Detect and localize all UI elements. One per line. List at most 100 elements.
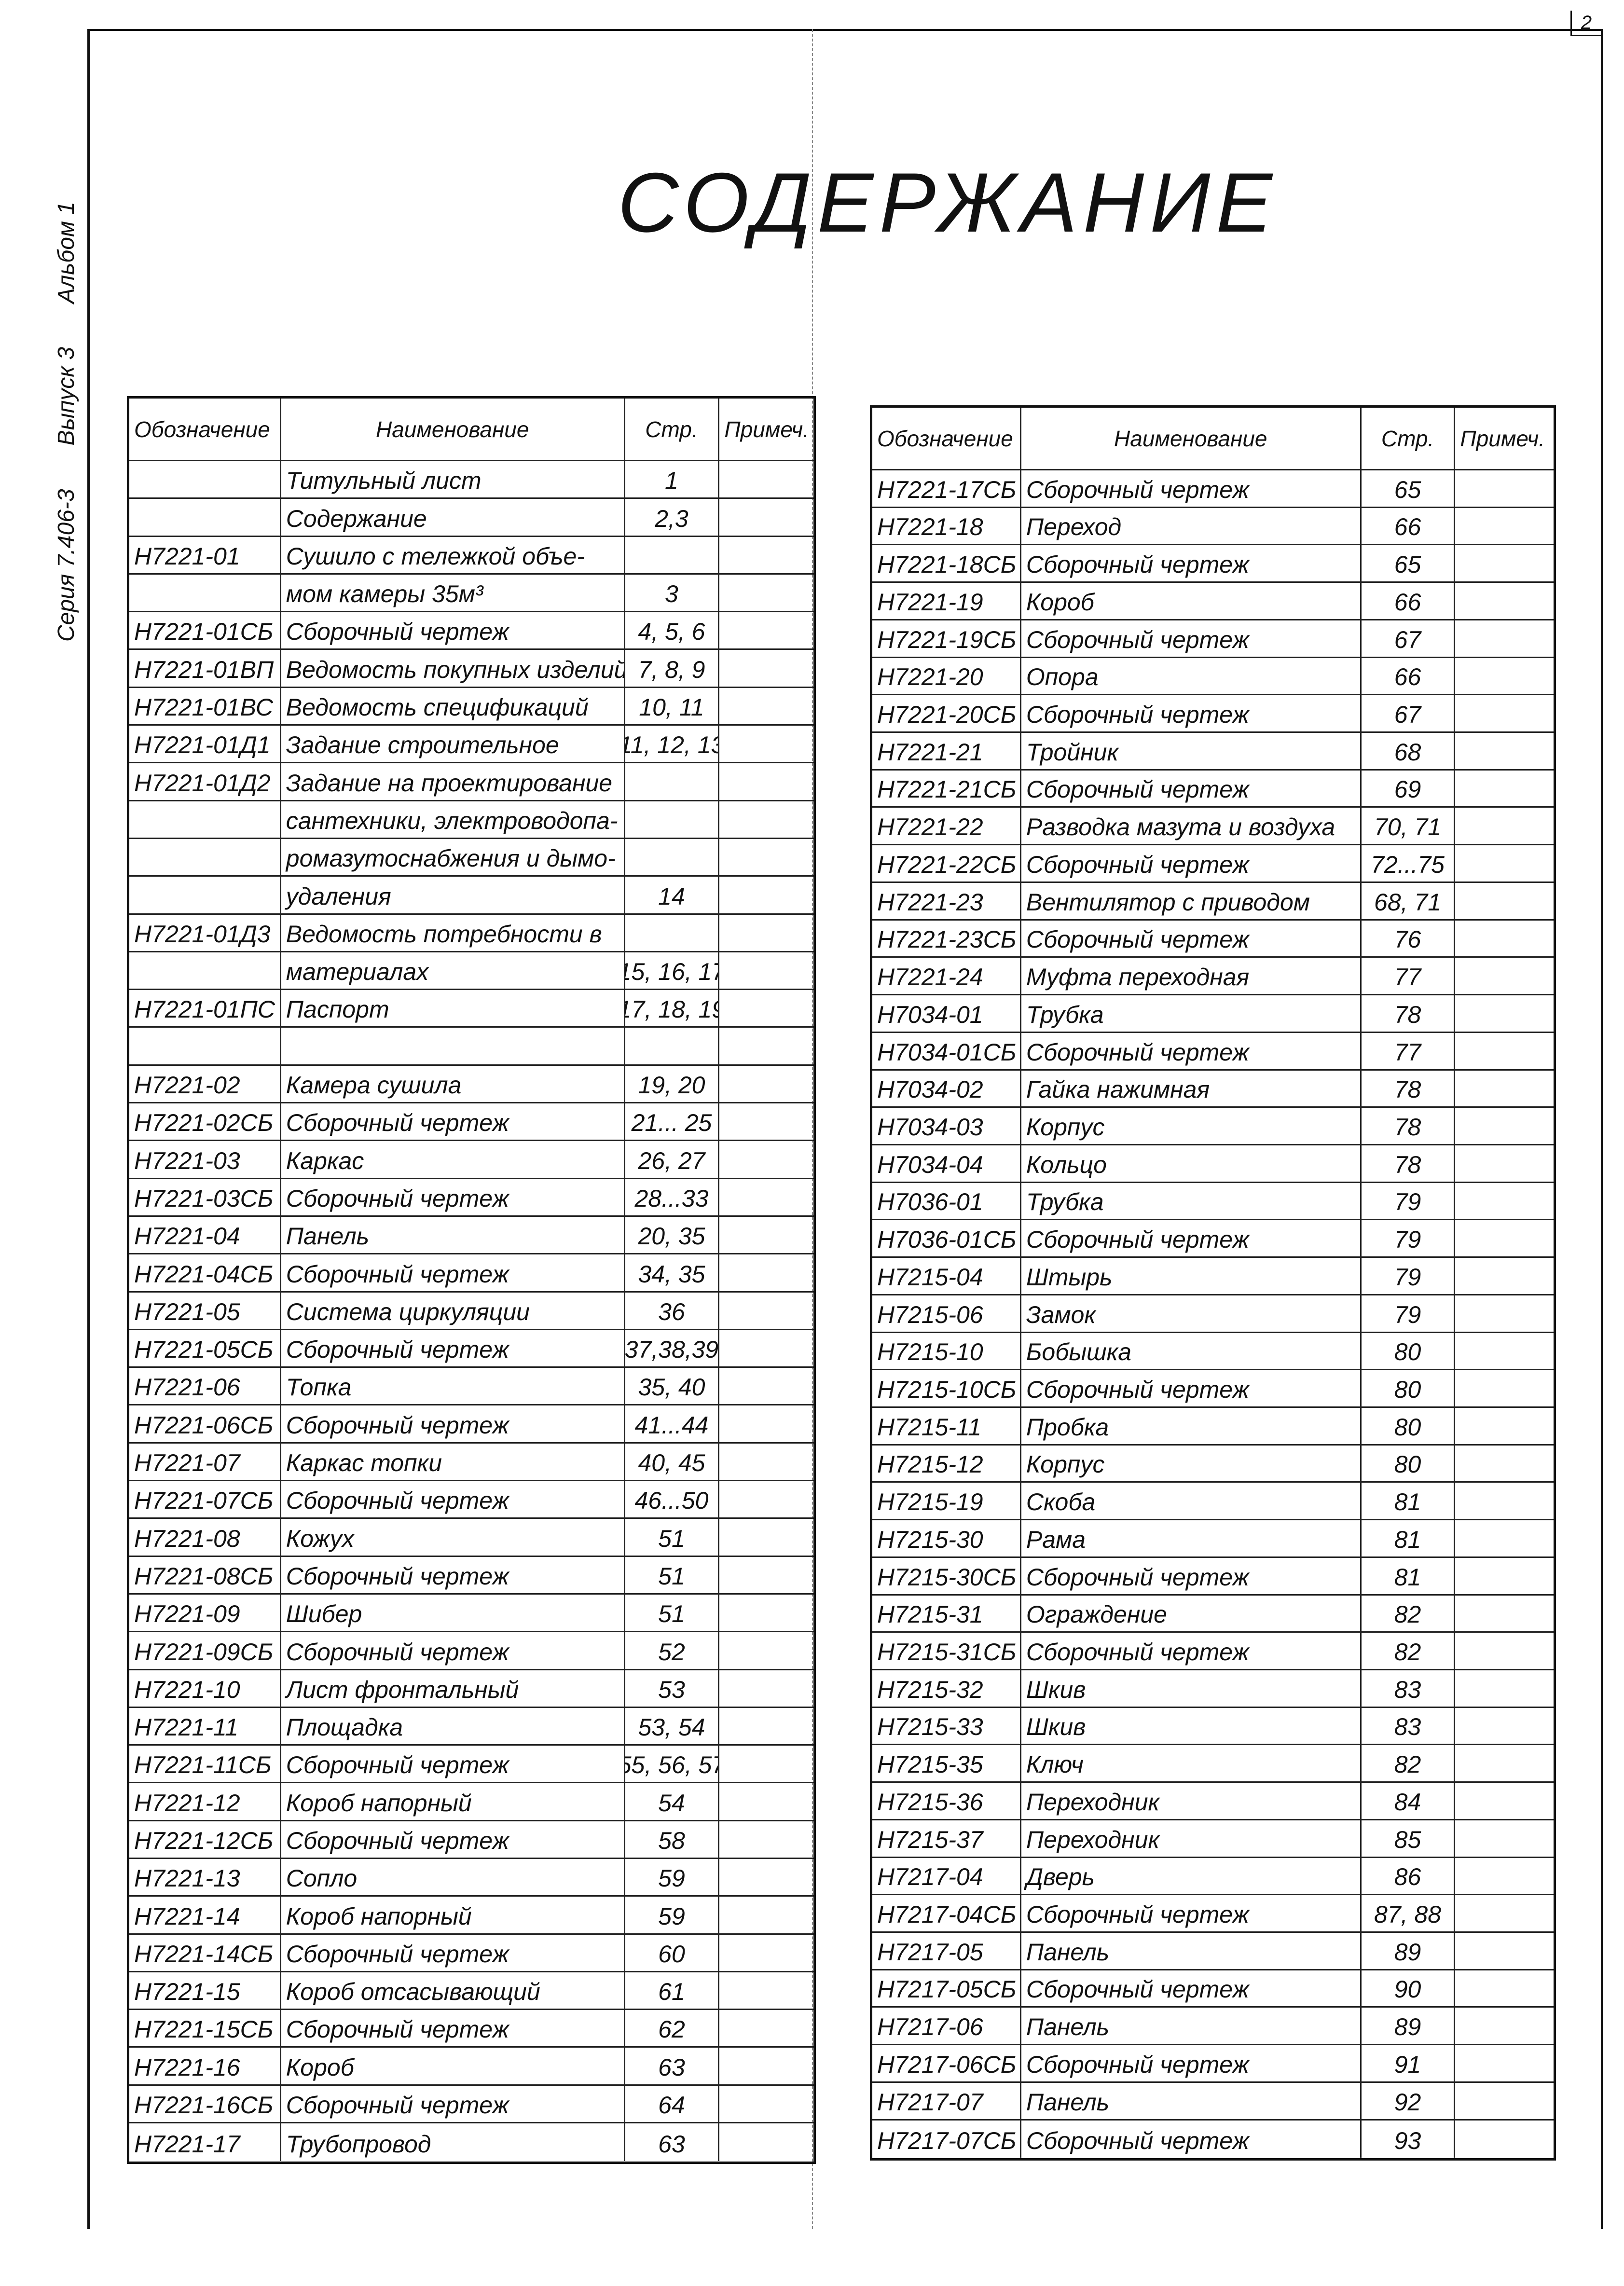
cell-note	[719, 2086, 813, 2122]
page-number: 2	[1570, 11, 1601, 36]
cell-page: 86	[1362, 1858, 1456, 1894]
cell-note	[719, 575, 813, 611]
cell-code: Н7221-04СБ	[129, 1254, 281, 1291]
cell-name: Ведомость спецификаций	[281, 688, 625, 725]
cell-name: Короб напорный	[281, 1897, 625, 1933]
cell-page: 81	[1362, 1557, 1456, 1594]
table-row: Н7221-05СБ Сборочный чертеж 37,38,39	[129, 1330, 813, 1368]
side-label: Серия 7.406-3 Выпуск 3 Альбом 1	[53, 202, 80, 642]
cell-page	[625, 763, 720, 800]
cell-code: Н7215-37	[872, 1820, 1021, 1857]
cell-page: 41...44	[625, 1405, 720, 1442]
cell-page: 79	[1362, 1220, 1456, 1257]
cell-note	[1455, 1933, 1554, 1969]
cell-note	[719, 763, 813, 799]
cell-name: Трубка	[1021, 995, 1362, 1032]
contents-table-left: Обозначение Наименование Стр. Примеч. Титуль…	[127, 396, 816, 2164]
cell-page: 80	[1362, 1407, 1456, 1444]
cell-page: 68, 71	[1362, 882, 1456, 919]
table-row: Н7215-33 Шкив 83	[872, 1708, 1554, 1746]
cell-note	[719, 1444, 813, 1480]
cell-page: 80	[1362, 1333, 1456, 1369]
cell-name: Дверь	[1021, 1858, 1362, 1894]
cell-code: Н7221-01ВП	[129, 650, 281, 687]
table-row: Н7215-10 Бобышка 80	[872, 1333, 1554, 1371]
cell-name: Сборочный чертеж	[1021, 1633, 1362, 1669]
cell-note	[719, 2010, 813, 2046]
cell-page: 93	[1362, 2120, 1456, 2158]
cell-name: Трубопровод	[281, 2123, 625, 2162]
cell-code: Н7217-05СБ	[872, 1970, 1021, 2007]
cell-page: 78	[1362, 995, 1456, 1032]
cell-code: Н7034-02	[872, 1070, 1021, 1107]
cell-code: Н7221-22	[872, 808, 1021, 844]
cell-name: Сборочный чертеж	[281, 1556, 625, 1593]
cell-page: 55, 56, 57	[625, 1746, 720, 1782]
cell-code: Н7221-22СБ	[872, 845, 1021, 881]
cell-code: Н7221-03	[129, 1141, 281, 1178]
cell-code: Н7221-21	[872, 733, 1021, 769]
cell-note	[719, 650, 813, 686]
cell-note	[1455, 508, 1554, 544]
cell-page: 61	[625, 1972, 720, 2009]
cell-name: Сборочный чертеж	[281, 1179, 625, 1215]
table-row: Н7221-09СБ Сборочный чертеж 52	[129, 1632, 813, 1670]
cell-code: Н7215-33	[872, 1708, 1021, 1744]
cell-name: Гайка нажимная	[1021, 1070, 1362, 1107]
cell-page: 76	[1362, 920, 1456, 957]
table-row: Н7221-12СБ Сборочный чертеж 58	[129, 1821, 813, 1859]
cell-note	[719, 1935, 813, 1971]
cell-page: 70, 71	[1362, 808, 1456, 844]
table-row: Н7217-06 Панель 89	[872, 2008, 1554, 2046]
header-note: Примеч.	[1460, 426, 1545, 451]
cell-code: Н7221-01ВС	[129, 688, 281, 725]
table-row: сантехники, электроводопа-	[129, 801, 813, 839]
table-row: Н7217-04 Дверь 86	[872, 1858, 1554, 1896]
cell-code: Н7221-17СБ	[872, 470, 1021, 507]
cell-code: Н7221-11	[129, 1708, 281, 1745]
cell-code: Н7221-23СБ	[872, 920, 1021, 957]
cell-code: Н7221-21СБ	[872, 770, 1021, 807]
cell-note	[719, 1028, 813, 1064]
cell-name: Бобышка	[1021, 1333, 1362, 1369]
cell-name: Замок	[1021, 1295, 1362, 1332]
table-row: Н7221-14 Короб напорный 59	[129, 1897, 813, 1935]
table-row: Н7215-35 Ключ 82	[872, 1745, 1554, 1783]
cell-note	[719, 2048, 813, 2084]
page-title: СОДЕРЖАНИЕ	[618, 156, 1279, 250]
cell-code: Н7221-15СБ	[129, 2010, 281, 2047]
cell-code: Н7221-23	[872, 882, 1021, 919]
cell-page: 69	[1362, 770, 1456, 807]
table-row: Н7034-01 Трубка 78	[872, 995, 1554, 1033]
cell-page: 67	[1362, 695, 1456, 732]
table-row: Н7215-32 Шкив 83	[872, 1670, 1554, 1708]
cell-name: Корпус	[1021, 1445, 1362, 1482]
cell-page: 67	[1362, 620, 1456, 657]
cell-name: Сборочный чертеж	[1021, 1220, 1362, 1257]
cell-name: Сушило с тележкой объе-	[281, 537, 625, 573]
table-row: Н7036-01 Трубка 79	[872, 1183, 1554, 1221]
cell-note	[719, 915, 813, 951]
album-label: Альбом 1	[54, 202, 79, 304]
table-row: Н7221-17СБ Сборочный чертеж 65	[872, 470, 1554, 508]
cell-name: Опора	[1021, 658, 1362, 694]
table-row: Н7217-07 Панель 92	[872, 2082, 1554, 2121]
cell-note	[1455, 733, 1554, 769]
cell-page: 35, 40	[625, 1368, 720, 1405]
table-row: Н7221-01ВС Ведомость спецификаций 10, 11	[129, 688, 813, 726]
fold-line	[812, 29, 813, 2229]
cell-name: мом камеры 35м³	[281, 574, 625, 611]
header-note: Примеч.	[724, 416, 809, 442]
cell-note	[1455, 921, 1554, 957]
issue-label: Выпуск 3	[54, 347, 79, 446]
table-row: Н7221-20 Опора 66	[872, 658, 1554, 696]
cell-note	[719, 1293, 813, 1329]
cell-page: 60	[625, 1934, 720, 1971]
cell-code: Н7221-06СБ	[129, 1405, 281, 1442]
table-row: Н7221-18 Переход 66	[872, 508, 1554, 546]
header-code: Обозначение	[129, 399, 281, 460]
cell-page: 80	[1362, 1445, 1456, 1482]
cell-name: Сборочный чертеж	[281, 1821, 625, 1858]
cell-note	[719, 1254, 813, 1291]
cell-page: 14	[625, 877, 720, 913]
